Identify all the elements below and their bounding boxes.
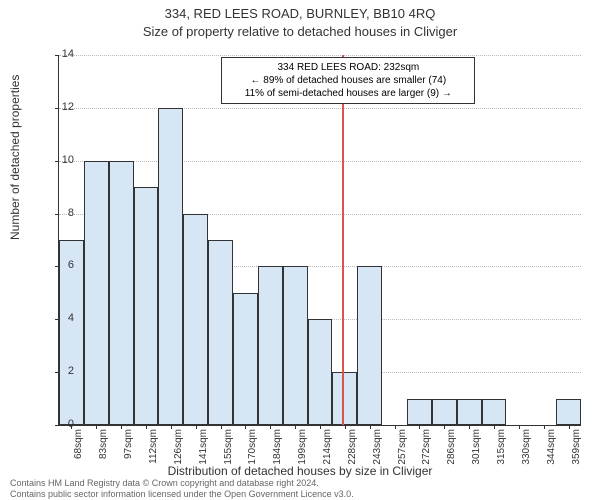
footer-line-2: Contains public sector information licen…: [10, 489, 354, 500]
x-tick-mark: [469, 425, 470, 429]
x-tick-mark: [569, 425, 570, 429]
x-tick-label: 184sqm: [272, 429, 283, 477]
histogram-bar: [457, 399, 482, 425]
x-tick-label: 97sqm: [123, 429, 134, 477]
histogram-bar: [109, 161, 134, 425]
histogram-bar: [158, 108, 183, 425]
y-tick-label: 2: [54, 365, 74, 377]
y-tick-label: 12: [54, 101, 74, 113]
histogram-bar: [208, 240, 233, 425]
x-tick-mark: [196, 425, 197, 429]
histogram-bar: [258, 266, 283, 425]
x-tick-mark: [171, 425, 172, 429]
histogram-bar: [283, 266, 308, 425]
gridline: [59, 55, 581, 56]
histogram-bar: [556, 399, 581, 425]
chart-title: 334, RED LEES ROAD, BURNLEY, BB10 4RQ: [0, 6, 600, 21]
x-tick-label: 286sqm: [446, 429, 457, 477]
y-tick-label: 10: [54, 154, 74, 166]
x-tick-label: 344sqm: [546, 429, 557, 477]
x-tick-label: 359sqm: [571, 429, 582, 477]
x-tick-label: 214sqm: [322, 429, 333, 477]
histogram-bar: [134, 187, 159, 425]
x-tick-label: 83sqm: [98, 429, 109, 477]
x-tick-label: 257sqm: [397, 429, 408, 477]
annotation-box: 334 RED LEES ROAD: 232sqm← 89% of detach…: [221, 57, 475, 104]
histogram-bar: [183, 214, 208, 425]
x-tick-mark: [519, 425, 520, 429]
x-tick-label: 228sqm: [347, 429, 358, 477]
x-tick-label: 272sqm: [421, 429, 432, 477]
x-tick-label: 301sqm: [471, 429, 482, 477]
y-tick-label: 14: [54, 48, 74, 60]
histogram-bar: [84, 161, 109, 425]
x-tick-mark: [320, 425, 321, 429]
x-tick-label: 199sqm: [297, 429, 308, 477]
x-tick-label: 68sqm: [73, 429, 84, 477]
gridline: [59, 161, 581, 162]
annotation-line-3: 11% of semi-detached houses are larger (…: [228, 87, 468, 100]
x-tick-mark: [221, 425, 222, 429]
y-tick-label: 8: [54, 207, 74, 219]
y-axis-label: Number of detached properties: [8, 75, 22, 240]
x-tick-mark: [295, 425, 296, 429]
histogram-bar: [233, 293, 258, 425]
histogram-bar: [407, 399, 432, 425]
x-tick-mark: [544, 425, 545, 429]
x-tick-label: 112sqm: [148, 429, 159, 477]
x-tick-label: 243sqm: [372, 429, 383, 477]
y-tick-label: 6: [54, 259, 74, 271]
histogram-bar: [308, 319, 333, 425]
x-tick-mark: [345, 425, 346, 429]
x-tick-label: 315sqm: [496, 429, 507, 477]
histogram-bar: [482, 399, 507, 425]
annotation-line-1: 334 RED LEES ROAD: 232sqm: [228, 61, 468, 74]
chart-subtitle: Size of property relative to detached ho…: [0, 24, 600, 39]
histogram-bar: [357, 266, 382, 425]
property-marker-line: [342, 55, 344, 425]
x-tick-mark: [395, 425, 396, 429]
x-tick-label: 126sqm: [173, 429, 184, 477]
annotation-line-2: ← 89% of detached houses are smaller (74…: [228, 74, 468, 87]
x-tick-mark: [370, 425, 371, 429]
x-tick-mark: [146, 425, 147, 429]
y-tick-label: 4: [54, 312, 74, 324]
x-tick-mark: [121, 425, 122, 429]
histogram-bar: [332, 372, 357, 425]
histogram-bar: [432, 399, 457, 425]
x-tick-label: 155sqm: [223, 429, 234, 477]
x-tick-mark: [494, 425, 495, 429]
gridline: [59, 108, 581, 109]
x-tick-label: 170sqm: [247, 429, 258, 477]
footer-line-1: Contains HM Land Registry data © Crown c…: [10, 478, 354, 489]
x-tick-label: 141sqm: [198, 429, 209, 477]
footer-text: Contains HM Land Registry data © Crown c…: [10, 478, 354, 500]
plot-area: [58, 55, 581, 426]
x-tick-label: 330sqm: [521, 429, 532, 477]
y-tick-label: 0: [54, 418, 74, 430]
